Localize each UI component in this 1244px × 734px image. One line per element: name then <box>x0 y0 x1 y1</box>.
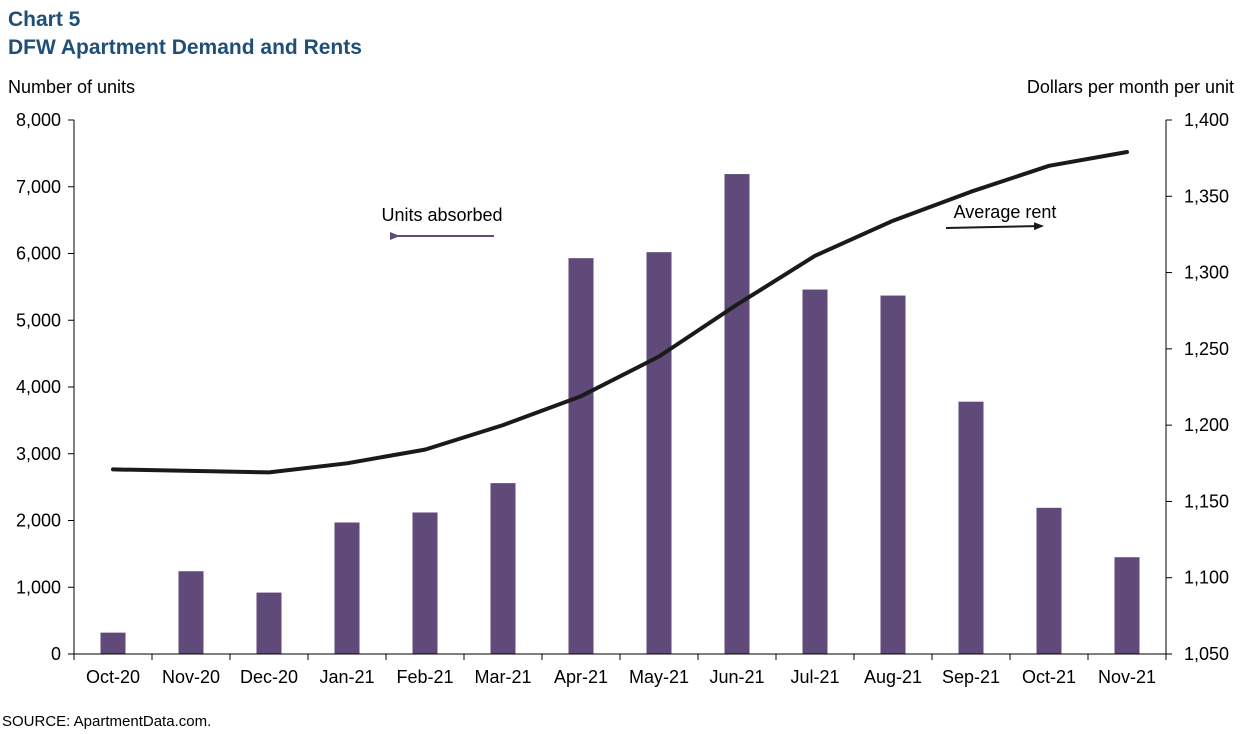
bar-Feb-21 <box>412 512 438 654</box>
right-tick-label: 1,400 <box>1184 110 1229 130</box>
x-tick-label: Oct-20 <box>86 667 140 687</box>
annotation-average-rent-label: Average rent <box>954 202 1057 222</box>
bar-Jun-21 <box>724 174 750 654</box>
right-axis-title: Dollars per month per unit <box>1026 77 1234 97</box>
x-tick-label: Apr-21 <box>554 667 608 687</box>
x-tick-label: May-21 <box>629 667 689 687</box>
right-tick-label: 1,250 <box>1184 339 1229 359</box>
left-tick-label: 0 <box>51 644 61 664</box>
x-tick-label: Dec-20 <box>240 667 298 687</box>
bar-May-21 <box>646 252 672 655</box>
bar-Jan-21 <box>334 522 360 654</box>
bar-Dec-20 <box>256 592 282 654</box>
bar-Apr-21 <box>568 258 594 654</box>
bar-Mar-21 <box>490 483 516 654</box>
bar-series <box>100 174 1140 655</box>
right-tick-label: 1,350 <box>1184 186 1229 206</box>
left-tick-label: 7,000 <box>16 177 61 197</box>
right-tick-label: 1,150 <box>1184 491 1229 511</box>
left-tick-label: 6,000 <box>16 244 61 264</box>
x-tick-label: Jan-21 <box>319 667 374 687</box>
x-tick-label: Aug-21 <box>864 667 922 687</box>
annotation-average-rent: Average rent <box>945 202 1057 231</box>
line-average-rent <box>111 150 1129 475</box>
x-tick-label: Jul-21 <box>790 667 839 687</box>
bar-Aug-21 <box>880 295 906 654</box>
left-tick-label: 5,000 <box>16 310 61 330</box>
x-tick-label: Mar-21 <box>474 667 531 687</box>
bar-Nov-21 <box>1114 557 1140 654</box>
bar-Jul-21 <box>802 289 828 654</box>
annotation-units-absorbed-label: Units absorbed <box>381 205 502 225</box>
right-tick-label: 1,300 <box>1184 263 1229 283</box>
right-tick-label: 1,050 <box>1184 644 1229 664</box>
bar-Oct-20 <box>100 632 126 654</box>
x-tick-label: Nov-20 <box>162 667 220 687</box>
left-axis-title: Number of units <box>8 77 136 97</box>
left-tick-label: 1,000 <box>16 577 61 597</box>
right-tick-label: 1,200 <box>1184 415 1229 435</box>
x-tick-label: Sep-21 <box>942 667 1000 687</box>
right-tick-label: 1,100 <box>1184 568 1229 588</box>
x-tick-label: Jun-21 <box>709 667 764 687</box>
left-tick-label: 4,000 <box>16 377 61 397</box>
left-tick-label: 3,000 <box>16 444 61 464</box>
x-tick-label: Feb-21 <box>396 667 453 687</box>
x-tick-label: Nov-21 <box>1098 667 1156 687</box>
annotation-average-rent-arrow <box>945 222 1044 231</box>
source-note: SOURCE: ApartmentData.com. <box>2 713 212 730</box>
axes: 0 1,000 2,000 3,000 4,000 5,000 6,000 7,000 8,00… <box>16 110 1229 687</box>
bar-Nov-20 <box>178 571 204 654</box>
chart-title: DFW Apartment Demand and Rents <box>8 36 362 59</box>
left-tick-label: 8,000 <box>16 110 61 130</box>
bar-Sep-21 <box>958 401 984 654</box>
annotation-units-absorbed: Units absorbed <box>381 205 503 240</box>
left-tick-label: 2,000 <box>16 511 61 531</box>
line-series <box>111 150 1129 475</box>
x-tick-label: Oct-21 <box>1022 667 1076 687</box>
chart-label: Chart 5 <box>8 8 81 31</box>
bar-Oct-21 <box>1036 507 1062 654</box>
